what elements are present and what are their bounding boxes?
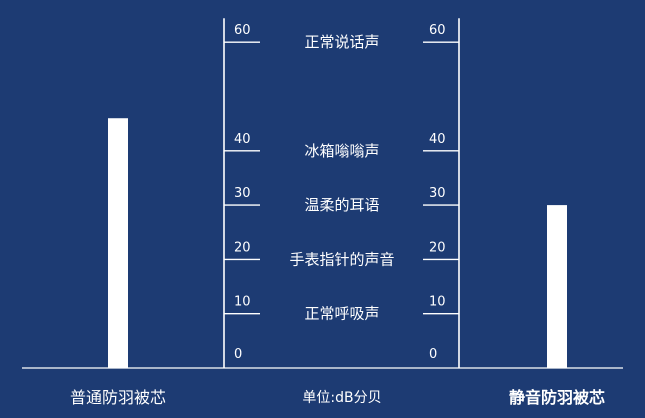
category-labels-layer: 普通防羽被芯 静音防羽被芯 — [70, 388, 605, 407]
reference-label: 手表指针的声音 — [289, 250, 394, 268]
tick-label-right: 20 — [429, 240, 446, 255]
tick-label-left: 10 — [234, 295, 251, 310]
tick-label-right: 40 — [429, 132, 446, 147]
tick-label-right: 60 — [429, 23, 446, 38]
tick-label-right: 10 — [429, 295, 446, 310]
tick-label-right: 30 — [429, 186, 446, 201]
category-label: 静音防羽被芯 — [509, 388, 605, 407]
tick-label-left: 30 — [234, 186, 251, 201]
reference-label: 正常呼吸声 — [304, 305, 379, 323]
bar-regular — [108, 118, 128, 368]
reference-label: 冰箱嗡嗡声 — [304, 142, 379, 160]
axes-layer: 0 10 20 30 40 60 0 10 20 30 40 60 — [22, 18, 623, 369]
reference-label: 正常说话声 — [304, 33, 379, 51]
tick-label-left: 60 — [234, 23, 251, 38]
tick-label-left: 0 — [234, 347, 242, 362]
tick-label-left: 20 — [234, 240, 251, 255]
category-label: 普通防羽被芯 — [70, 388, 166, 407]
bar-silent — [547, 205, 567, 368]
tick-label-left: 40 — [234, 132, 251, 147]
unit-label: 单位:dB分贝 — [302, 390, 381, 406]
reference-label: 温柔的耳语 — [304, 196, 379, 214]
tick-label-right: 0 — [429, 347, 437, 362]
bars-layer — [108, 118, 567, 368]
